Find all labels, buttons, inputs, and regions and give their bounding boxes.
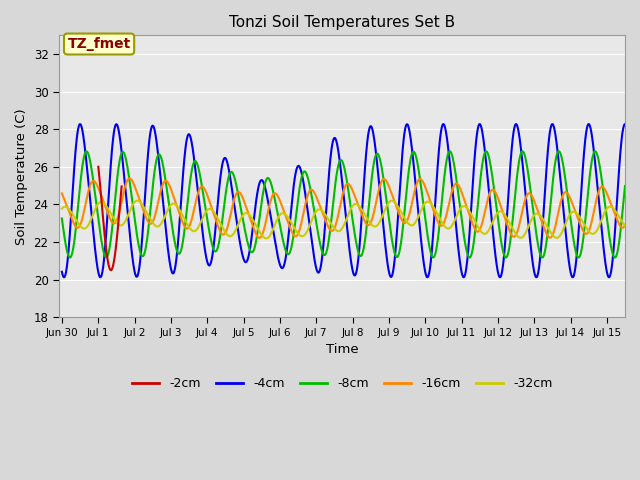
Y-axis label: Soil Temperature (C): Soil Temperature (C) (15, 108, 28, 245)
Title: Tonzi Soil Temperatures Set B: Tonzi Soil Temperatures Set B (229, 15, 455, 30)
Text: TZ_fmet: TZ_fmet (67, 37, 131, 51)
X-axis label: Time: Time (326, 343, 358, 356)
Legend: -2cm, -4cm, -8cm, -16cm, -32cm: -2cm, -4cm, -8cm, -16cm, -32cm (127, 372, 557, 396)
